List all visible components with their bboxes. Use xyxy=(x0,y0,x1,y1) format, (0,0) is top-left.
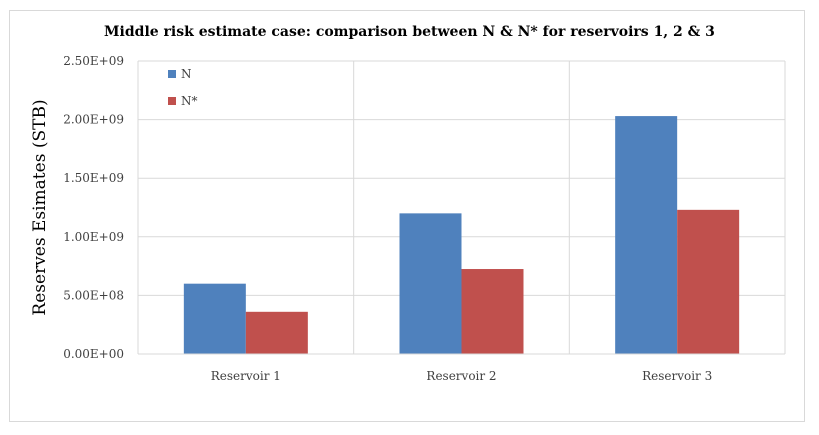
x-tick-label: Reservoir 3 xyxy=(642,369,712,383)
legend-label: N xyxy=(181,67,192,81)
y-tick-label: 5.00E+08 xyxy=(63,288,124,302)
bar-N-reservoir-3 xyxy=(615,116,678,354)
bar-N*-reservoir-2 xyxy=(461,269,524,354)
bar-N*-reservoir-3 xyxy=(677,209,740,354)
y-tick-label: 0.00E+00 xyxy=(63,347,124,361)
x-tick-label: Reservoir 1 xyxy=(211,369,281,383)
legend-swatch-N xyxy=(168,70,176,78)
legend-swatch-N* xyxy=(168,97,176,105)
bar-N*-reservoir-1 xyxy=(245,311,308,354)
bar-N-reservoir-2 xyxy=(399,213,462,354)
y-tick-label: 2.50E+09 xyxy=(63,54,124,68)
y-tick-label: 2.00E+09 xyxy=(63,113,124,127)
bar-N-reservoir-1 xyxy=(183,283,246,354)
y-tick-label: 1.50E+09 xyxy=(63,171,124,185)
legend-label: N* xyxy=(181,94,198,108)
x-tick-label: Reservoir 2 xyxy=(426,369,496,383)
y-tick-label: 1.00E+09 xyxy=(63,230,124,244)
y-axis-label: Reserves Esimates (STB) xyxy=(30,99,50,315)
chart-title: Middle risk estimate case: comparison be… xyxy=(104,24,715,40)
